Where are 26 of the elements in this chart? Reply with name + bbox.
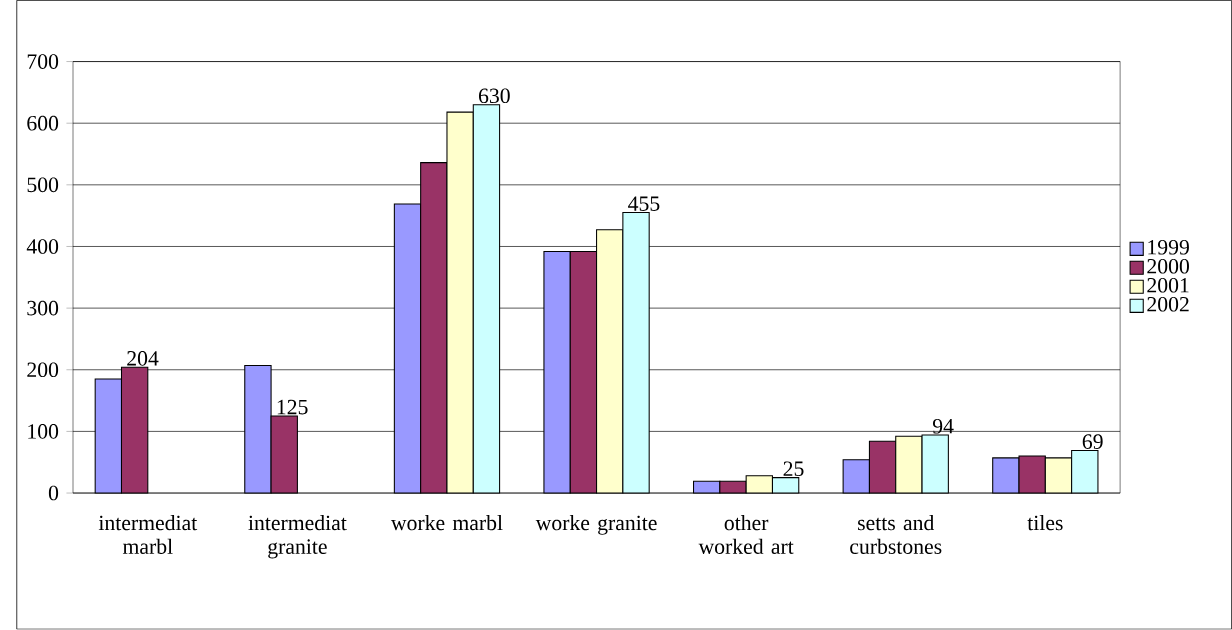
data-label: 455: [628, 196, 660, 212]
legend-label: 1999: [1148, 240, 1189, 255]
data-label: 630: [478, 88, 510, 104]
data-label: 204: [127, 351, 159, 366]
x-tick-label: intermediat marbl: [98, 515, 198, 555]
y-tick-label: 100: [28, 424, 59, 439]
data-label: 25: [783, 461, 804, 477]
legend-label: 2000: [1147, 259, 1189, 274]
y-tick-label: 300: [27, 300, 59, 316]
y-tick-label: 700: [27, 54, 59, 70]
legend-label: 2002: [1147, 297, 1189, 312]
y-tick-label: 400: [26, 239, 59, 254]
legend-label: 2001: [1147, 278, 1189, 293]
x-tick-label: worke granite: [535, 515, 657, 535]
data-label: 69: [1082, 434, 1103, 450]
y-tick-label: 500: [27, 177, 59, 193]
x-tick-label: other worked art: [698, 515, 794, 555]
data-label: 94: [932, 419, 954, 434]
x-tick-label: intermediat granite: [248, 515, 347, 559]
y-tick-label: 0: [48, 485, 59, 501]
x-tick-label: tiles: [1027, 515, 1063, 531]
y-tick-label: 200: [27, 362, 59, 378]
y-tick-label: 600: [27, 116, 59, 131]
x-tick-label: worke marbl: [390, 515, 503, 531]
data-label: 125: [277, 400, 308, 415]
x-tick-label: setts and curbstones: [850, 515, 942, 555]
